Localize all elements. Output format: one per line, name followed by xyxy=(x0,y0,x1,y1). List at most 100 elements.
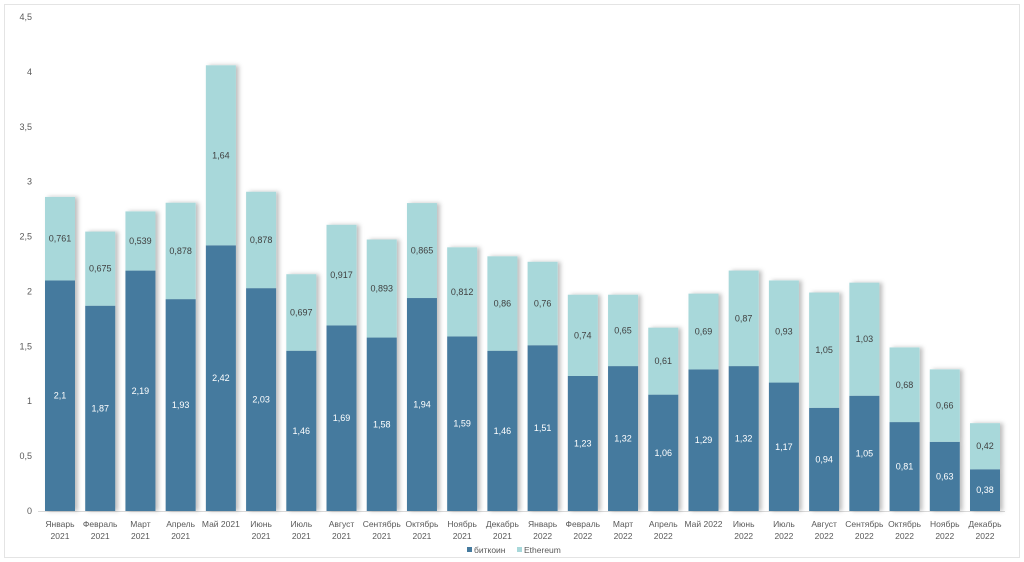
x-tick-label: Январь xyxy=(528,519,558,529)
bar-ethereum xyxy=(125,211,156,271)
bar-ethereum xyxy=(165,202,196,300)
x-tick-label: Январь xyxy=(45,519,75,529)
data-label-ethereum: 0,69 xyxy=(695,327,713,337)
bar-bitcoin xyxy=(487,350,518,511)
bar-stack xyxy=(929,369,960,511)
bar-bitcoin xyxy=(889,422,920,511)
bar-bitcoin xyxy=(608,366,639,511)
data-label-ethereum: 0,675 xyxy=(89,264,112,274)
bar-bitcoin xyxy=(768,382,799,511)
x-tick-label-year: 2022 xyxy=(815,531,834,541)
bar-ethereum xyxy=(286,274,317,351)
data-label-bitcoin: 1,17 xyxy=(775,442,793,452)
bar-bitcoin xyxy=(527,345,558,511)
bar-stack xyxy=(889,347,920,511)
x-tick-label: Апрель xyxy=(166,519,195,529)
x-tick-label-year: 2022 xyxy=(654,531,673,541)
data-label-ethereum: 0,61 xyxy=(654,356,672,366)
bar-ethereum xyxy=(45,196,75,281)
bar-bitcoin xyxy=(567,375,598,511)
data-label-bitcoin: 1,51 xyxy=(534,423,552,433)
bar-bitcoin xyxy=(205,245,236,512)
data-label-bitcoin: 0,63 xyxy=(936,471,954,481)
x-tick-label-year: 2021 xyxy=(91,531,110,541)
data-label-bitcoin: 1,93 xyxy=(172,400,190,410)
data-label-bitcoin: 1,32 xyxy=(614,434,632,444)
bar-ethereum xyxy=(366,239,397,338)
bar-bitcoin xyxy=(45,280,75,511)
x-tick-label: Октябрь xyxy=(405,519,439,529)
data-label-ethereum: 1,05 xyxy=(815,345,833,355)
bar-stack xyxy=(125,211,156,511)
x-tick-label: Июль xyxy=(290,519,312,529)
bar-bitcoin xyxy=(326,325,357,511)
bar-bitcoin xyxy=(929,441,960,511)
x-tick-label: Декабрь xyxy=(968,519,1002,529)
x-tick-label-year: 2021 xyxy=(332,531,351,541)
bar-bitcoin xyxy=(165,299,196,511)
bar-stack xyxy=(326,224,357,511)
x-tick-label: Апрель xyxy=(649,519,678,529)
x-tick-label: Март xyxy=(613,519,633,529)
bar-ethereum xyxy=(889,347,920,423)
bar-stack xyxy=(85,231,116,511)
bar-ethereum xyxy=(246,191,277,289)
bar-ethereum xyxy=(567,294,598,376)
bar-bitcoin xyxy=(85,305,116,511)
chart-frame xyxy=(4,4,1020,558)
bar-bitcoin xyxy=(809,407,840,511)
data-label-ethereum: 0,865 xyxy=(411,246,434,256)
bar-ethereum xyxy=(970,423,1000,470)
bar-stack xyxy=(567,294,598,511)
bar-ethereum xyxy=(688,293,719,370)
x-tick-label: Октябрь xyxy=(888,519,922,529)
data-label-bitcoin: 2,03 xyxy=(252,395,270,405)
data-label-bitcoin: 1,69 xyxy=(333,413,351,423)
x-tick-label: Август xyxy=(811,519,837,529)
bar-stack xyxy=(608,294,639,511)
bar-stack xyxy=(648,327,679,511)
bar-stack xyxy=(688,293,719,511)
x-tick-label-year: 2022 xyxy=(976,531,995,541)
y-tick-label: 2,5 xyxy=(19,232,32,242)
bar-bitcoin xyxy=(688,369,719,511)
x-tick-label-year: 2022 xyxy=(614,531,633,541)
data-label-bitcoin: 1,46 xyxy=(293,426,311,436)
bar-ethereum xyxy=(527,261,558,346)
bar-bitcoin xyxy=(286,350,317,511)
data-label-ethereum: 0,761 xyxy=(49,234,72,244)
bar-stack xyxy=(366,239,397,511)
bar-stack xyxy=(527,261,558,511)
bar-ethereum xyxy=(648,327,679,395)
data-label-bitcoin: 1,46 xyxy=(494,426,512,436)
bar-bitcoin xyxy=(849,395,880,511)
x-tick-label-year: 2021 xyxy=(171,531,190,541)
x-tick-label: Май 2021 xyxy=(202,519,240,529)
bar-bitcoin xyxy=(406,298,437,511)
bar-stack xyxy=(728,270,759,511)
x-tick-label: Сентябрь xyxy=(845,519,884,529)
bar-ethereum xyxy=(728,270,759,367)
data-label-bitcoin: 0,81 xyxy=(896,462,914,472)
data-label-ethereum: 0,917 xyxy=(330,270,353,280)
data-label-bitcoin: 2,42 xyxy=(212,373,230,383)
bar-stack xyxy=(45,196,75,511)
y-tick-label: 3 xyxy=(27,177,32,187)
x-tick-label-year: 2021 xyxy=(131,531,150,541)
x-tick-label-year: 2022 xyxy=(895,531,914,541)
data-label-ethereum: 0,87 xyxy=(735,313,753,323)
bar-stack xyxy=(286,274,317,511)
x-tick-label: Ноябрь xyxy=(930,519,960,529)
legend-swatch-bitcoin xyxy=(467,547,472,552)
x-tick-label: Июнь xyxy=(733,519,755,529)
y-tick-label: 4 xyxy=(27,67,32,77)
data-label-ethereum: 0,539 xyxy=(129,236,152,246)
x-tick-label-year: 2021 xyxy=(252,531,271,541)
x-tick-label-year: 2021 xyxy=(412,531,431,541)
x-tick-label-year: 2021 xyxy=(453,531,472,541)
y-tick-label: 4,5 xyxy=(19,12,32,22)
data-label-bitcoin: 0,94 xyxy=(815,454,833,464)
x-tick-label-year: 2021 xyxy=(372,531,391,541)
data-label-bitcoin: 1,59 xyxy=(453,419,471,429)
data-label-bitcoin: 1,32 xyxy=(735,434,753,444)
